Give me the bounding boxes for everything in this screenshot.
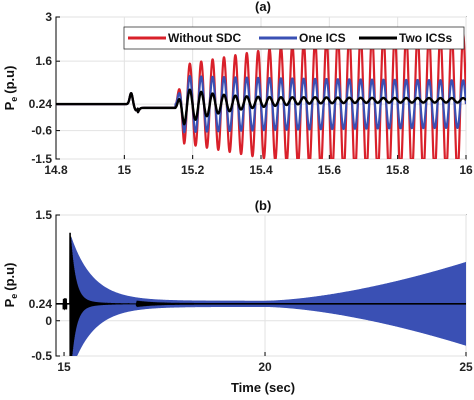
x-tick-label: 15.8 [386,163,410,177]
panel-a: (a) -1.5-0.60.241.63 14.8 15 15.2 15.4 15.6 1… [2,0,473,177]
panel-b-ylabel-main: P [2,298,17,307]
panel-a-ylabel-unit: (p.u) [2,66,17,94]
y-tick-label: 1.6 [35,54,52,68]
series-envelope-one-ics [69,236,466,356]
y-tick-label: 1.5 [35,208,52,222]
series-line-two-icss [56,232,466,356]
panel-a-ylabel-main: P [2,101,17,110]
panel-b-ylabel: Pe (p.u) [2,263,19,308]
y-tick-label: 0.24 [29,97,53,111]
x-tick-label: 15.6 [318,163,342,177]
x-tick-label: 25 [459,360,473,374]
panel-a-series [56,33,466,159]
panel-b-series [56,232,466,356]
panel-a-legend: Without SDC One ICS Two ICSs [123,26,465,50]
y-tick-label: 3 [45,10,52,24]
panel-b-ylabel-unit: (p.u) [2,263,17,291]
legend-label-without-sdc: Without SDC [168,31,242,45]
legend-label-two-icss: Two ICSs [399,31,452,45]
panel-a-ylabel-sub: e [9,97,19,102]
panel-b-x-ticks: 15 20 25 [57,352,473,374]
panel-b: (b) -0.5 0 0.24 1.5 15 20 25 Pe (p.u) Time (se… [2,198,473,395]
legend-label-one-ics: One ICS [299,31,346,45]
svg-text:Pe(p.u): Pe (p.u) [2,263,19,308]
panel-a-x-ticks: 14.8 15 15.2 15.4 15.6 15.8 16 [44,155,473,177]
panel-b-y-ticks: -0.5 0 0.24 1.5 [29,208,60,363]
panel-b-title: (b) [255,198,272,213]
panel-b-ylabel-sub: e [9,294,19,299]
x-tick-label: 15.2 [181,163,205,177]
x-tick-label: 15 [57,360,71,374]
x-tick-label: 20 [258,360,272,374]
y-tick-label: -1.5 [31,152,52,166]
panel-a-y-ticks: -1.5 -0.6 0.24 1.6 3 [29,10,60,166]
panel-a-title: (a) [255,0,271,14]
x-tick-label: 16 [459,163,473,177]
y-tick-label: 0.24 [29,297,53,311]
svg-text:Pe(p.u): Pe (p.u) [2,66,19,111]
x-tick-label: 14.8 [44,163,68,177]
panel-a-ylabel: Pe (p.u) [2,66,19,111]
y-tick-label: -0.6 [31,124,52,138]
x-tick-label: 15.4 [249,163,273,177]
x-tick-label: 15 [118,163,132,177]
y-tick-label: -0.5 [31,349,52,363]
y-tick-label: 0 [45,314,52,328]
panel-b-xlabel: Time (sec) [231,380,295,395]
series-line-two-icss [56,88,466,126]
